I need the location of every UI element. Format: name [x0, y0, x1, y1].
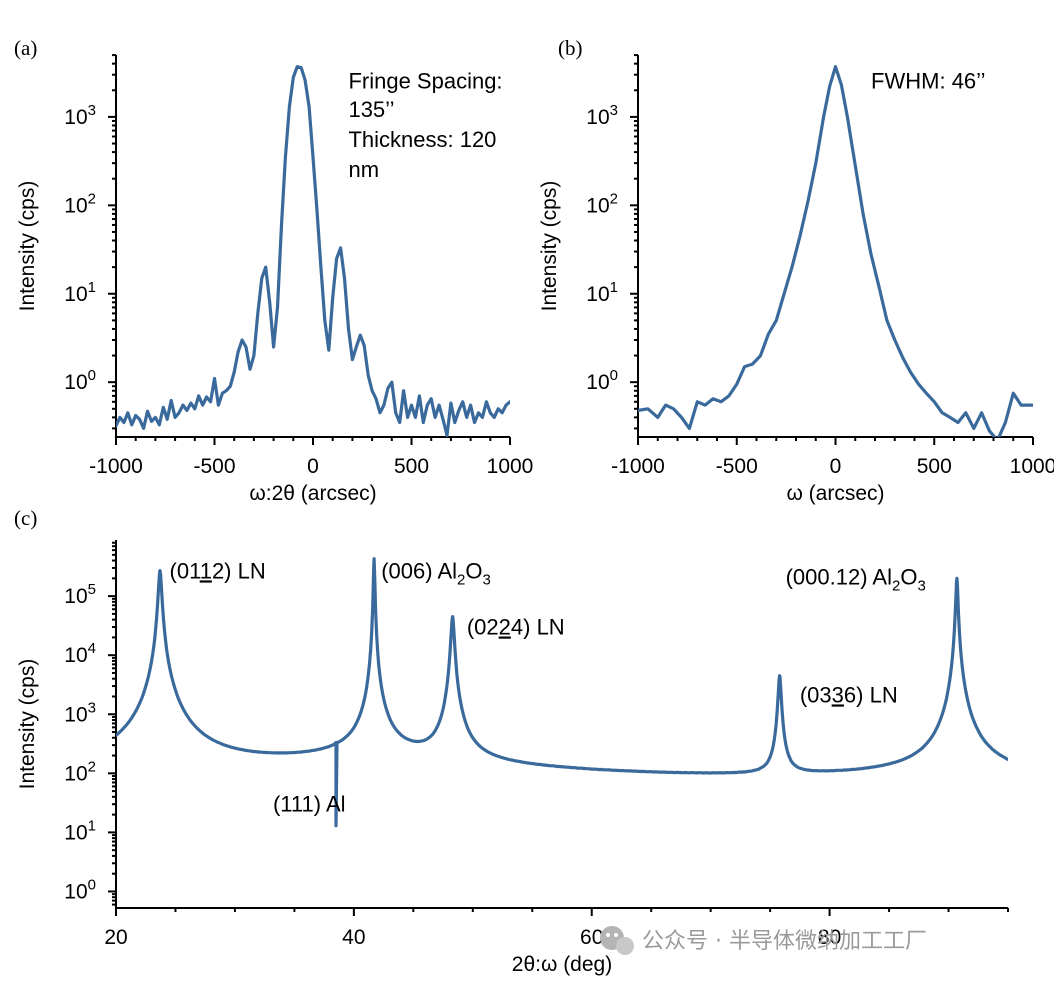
- x-tick-label-b: 0: [830, 455, 842, 478]
- y-tick-label-c: 104: [64, 640, 96, 667]
- panel-label-b: (b): [558, 36, 583, 60]
- panel-a: (a) -1000 -500 0 500 1000 100 101 102 103 ω:2θ (ar…: [14, 36, 533, 505]
- x-tick-label-a: -1000: [89, 455, 143, 478]
- x-tick-label-b: 1000: [1010, 455, 1054, 478]
- series-line-b: [638, 65, 1033, 437]
- x-axis-label-c: 2θ:ω (deg): [512, 953, 612, 976]
- watermark-text: 公众号 · 半导体微纳加工工厂: [642, 929, 927, 954]
- y-tick-label-c: 103: [64, 699, 96, 726]
- x-tick-label-c: 80: [818, 926, 841, 949]
- annotation-a: nm: [348, 157, 379, 182]
- y-tick-label-b: 102: [586, 190, 618, 217]
- annotation-c: (0112) LN: [170, 558, 266, 583]
- annotation-c: (006) Al2O3: [381, 558, 491, 588]
- y-tick-label-b: 100: [586, 367, 618, 394]
- x-tick-label-c: 60: [580, 926, 603, 949]
- x-tick-label-b: -500: [716, 455, 758, 478]
- y-tick-label-a: 100: [64, 367, 96, 394]
- x-tick-label-a: 0: [307, 455, 319, 478]
- y-tick-label-b: 101: [586, 279, 618, 306]
- annotation-b: FWHM: 46’’: [871, 69, 986, 94]
- y-tick-label-c: 105: [64, 581, 96, 608]
- series-line-a: [116, 65, 510, 437]
- annotation-c: (000.12) Al2O3: [786, 564, 926, 594]
- x-tick-label-b: 500: [917, 455, 952, 478]
- annotation-a: Fringe Spacing:: [348, 69, 502, 94]
- y-tick-label-a: 103: [64, 102, 96, 129]
- y-tick-label-b: 103: [586, 102, 618, 129]
- x-tick-label-a: 500: [394, 455, 429, 478]
- panel-label-a: (a): [14, 36, 37, 60]
- x-axis-label-b: ω (arcsec): [786, 482, 884, 505]
- y-axis-label-c: Intensity (cps): [16, 659, 39, 790]
- annotation-c: (0336) LN: [800, 682, 898, 707]
- annotation-a: 135’’: [348, 97, 394, 122]
- series-line-c: [116, 557, 1008, 828]
- x-tick-label-c: 40: [342, 926, 365, 949]
- x-axis-label-a: ω:2θ (arcsec): [249, 482, 376, 505]
- panel-c: (c) 20 40 60 80 100 101 102 103 104 105 2θ:ω (deg) I…: [14, 506, 1009, 976]
- panel-label-c: (c): [14, 506, 37, 530]
- y-axis-label-a: Intensity (cps): [16, 181, 39, 312]
- y-axis-label-b: Intensity (cps): [538, 181, 561, 312]
- x-tick-label-a: 1000: [487, 455, 534, 478]
- watermark: 公众号 · 半导体微纳加工工厂: [600, 926, 927, 955]
- annotation-c: (0224) LN: [467, 615, 565, 640]
- y-tick-label-a: 101: [64, 279, 96, 306]
- annotation-c: (111) Al: [273, 792, 346, 817]
- panel-b: (b) -1000 -500 0 500 1000 100 101 102 103 ω (arcse…: [538, 36, 1054, 505]
- y-tick-label-c: 101: [64, 817, 96, 844]
- annotation-a: Thickness: 120: [348, 127, 496, 152]
- x-tick-label-a: -500: [193, 455, 235, 478]
- y-tick-label-c: 100: [64, 876, 96, 903]
- x-tick-label-c: 20: [104, 926, 127, 949]
- wechat-icon: [600, 926, 634, 955]
- y-tick-label-a: 102: [64, 190, 96, 217]
- y-tick-label-c: 102: [64, 758, 96, 785]
- x-tick-label-b: -1000: [611, 455, 665, 478]
